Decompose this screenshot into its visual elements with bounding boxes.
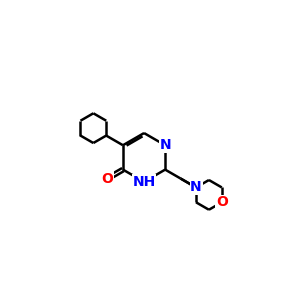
Text: N: N (190, 181, 202, 194)
Text: O: O (102, 172, 113, 185)
Text: NH: NH (132, 175, 156, 189)
Text: N: N (159, 138, 171, 152)
Text: O: O (216, 195, 228, 209)
